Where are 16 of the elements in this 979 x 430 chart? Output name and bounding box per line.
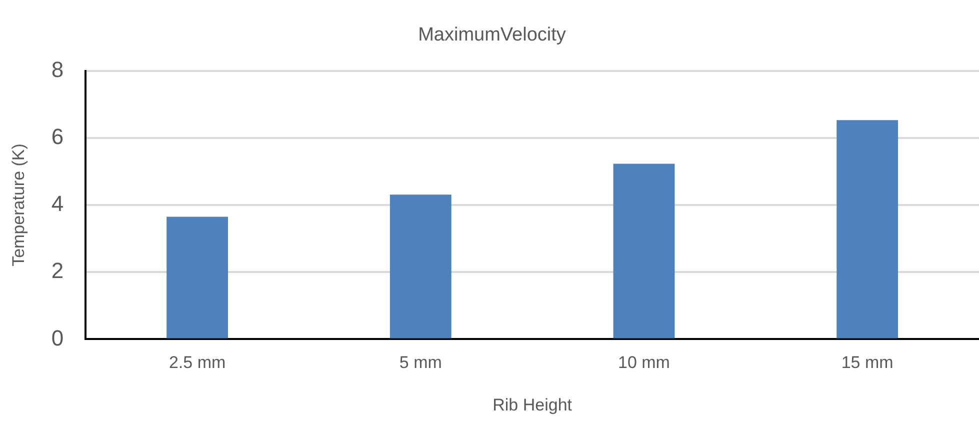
y-axis-title: Temperature (K) (8, 144, 28, 266)
x-tick-label: 15 mm (841, 353, 894, 372)
bar (836, 120, 898, 338)
bar (613, 164, 675, 338)
x-tick-label: 2.5 mm (168, 353, 226, 372)
y-tick-label: 4 (51, 191, 64, 216)
y-tick-label: 6 (51, 124, 64, 149)
x-tick-label: 10 mm (618, 353, 670, 372)
x-axis-title: Rib Height (492, 395, 572, 414)
y-tick-label: 2 (51, 258, 64, 284)
bar (166, 216, 228, 338)
y-tick-label: 0 (51, 325, 64, 350)
y-tick-label: 8 (51, 56, 64, 82)
x-tick-label: 5 mm (399, 353, 442, 372)
bar (390, 194, 452, 338)
chart-title: MaximumVelocity (418, 24, 566, 46)
